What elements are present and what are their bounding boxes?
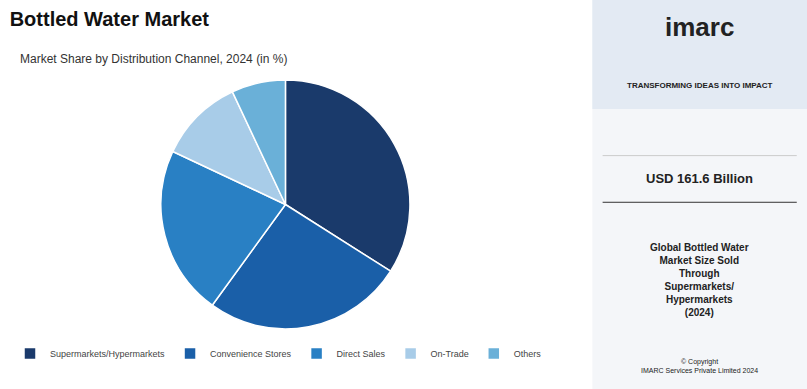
svg-text:USD 161.6 Billion: USD 161.6 Billion — [646, 171, 753, 186]
svg-text:imarc: imarc — [665, 12, 734, 42]
svg-text:TRANSFORMING IDEAS INTO IMPACT: TRANSFORMING IDEAS INTO IMPACT — [627, 81, 773, 90]
svg-text:Others: Others — [514, 349, 542, 359]
svg-text:Convenience Stores: Convenience Stores — [210, 349, 292, 359]
svg-text:Market Share by Distribution C: Market Share by Distribution Channel, 20… — [20, 52, 287, 66]
svg-text:Direct Sales: Direct Sales — [337, 349, 386, 359]
svg-text:Global Bottled WaterMarket Siz: Global Bottled WaterMarket Size SoldThro… — [650, 242, 749, 318]
svg-text:Bottled Water Market: Bottled Water Market — [10, 8, 210, 30]
svg-text:© CopyrightIMARC Services Priv: © CopyrightIMARC Services Private Limite… — [641, 358, 758, 374]
svg-text:Supermarkets/Hypermarkets: Supermarkets/Hypermarkets — [50, 349, 165, 359]
svg-text:On-Trade: On-Trade — [431, 349, 469, 359]
